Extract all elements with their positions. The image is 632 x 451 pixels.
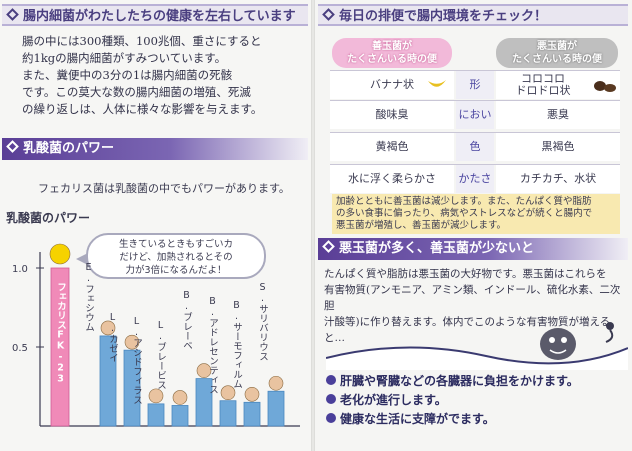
section-header-lactic: 乳酸菌のパワー: [2, 138, 308, 160]
bar-category-label: フェカリスFK-23: [55, 282, 66, 385]
lactic-intro: フェカリス菌は乳酸菌の中でもパワーがあります。: [38, 182, 290, 195]
chart-title: 乳酸菌のパワー: [6, 211, 91, 225]
bar: [219, 400, 237, 427]
speech-bubble: 生きているときもすごいカ だけど、加熱されるとその 力が3倍になるんだよ！: [76, 233, 266, 279]
good-bacteria-header: 善玉菌が たくさんいる時の便: [332, 38, 452, 68]
category-cell: かたさ: [456, 165, 494, 193]
bar-category-label: B.アドレセンティス: [207, 296, 218, 394]
bar-category-label: B.サーモフィルム: [231, 300, 242, 389]
bad-bacteria-header: 悪玉菌が たくさんいる時の便: [496, 38, 618, 68]
mascot-head: [148, 388, 164, 404]
body-line: 汁酸等)に作り替えます。体内でこのような有害物質が増えると…: [324, 316, 611, 344]
diamond-icon: [322, 8, 335, 21]
bullet-text: 健康な生活に支障がでます。: [340, 412, 495, 426]
body-line: また、糞便中の3分の1は腸内細菌の死骸: [22, 68, 233, 82]
bar: [50, 267, 70, 427]
note-line: 悪玉菌が増殖し、善玉菌が減少します。: [336, 220, 507, 231]
bar-category-label: L.アシドフィラス: [131, 316, 142, 405]
bullet-health: 健康な生活に支障がでます。: [326, 410, 495, 427]
bad-bacteria-body: たんぱく質や脂肪は悪玉菌の大好物です。悪玉菌はこれらを 有害物質(アンモニア、ア…: [324, 266, 630, 346]
body-line: 腸の中には300種類、100兆個、重さにすると: [22, 34, 262, 48]
body-line: です。この莫大な数の腸内細菌の増殖、死滅: [22, 85, 251, 99]
bar-category-label: E.フェシウム: [83, 262, 94, 332]
bar: [99, 335, 117, 427]
bubble-line: だけど、加熱されるとその: [119, 252, 233, 263]
mascot-head: [100, 320, 116, 336]
compare-row-shape: バナナ状 形 コロコロ ドロドロ状: [330, 70, 620, 99]
good-cell: 黄褐色: [330, 133, 454, 161]
bullet-organ-burden: 肝臓や腎臓などの各臓器に負担をかけます。: [326, 372, 579, 389]
bullet-text: 老化が進行します。: [340, 393, 447, 407]
bar-category-label: L.ブレービス: [155, 320, 166, 390]
body-line: 有害物質(アンモニア、アミン類、インドール、硫化水素、二次胆: [324, 284, 621, 312]
mascot-head: [268, 375, 284, 391]
bullet-dot-icon: [326, 413, 336, 423]
section-header-intestinal: 腸内細菌がわたしたちの健康を左右しています: [2, 4, 308, 26]
bar: [243, 401, 261, 427]
wave-illustration: [326, 322, 628, 370]
bullet-dot-icon: [326, 394, 336, 404]
mascot-head: [220, 385, 236, 401]
bullet-aging: 老化が進行します。: [326, 391, 447, 408]
category-cell: におい: [456, 101, 494, 129]
compare-row-hardness: 水に浮く柔らかさ かたさ カチカチ、水状: [330, 164, 620, 193]
header-text: 乳酸菌のパワー: [23, 141, 115, 156]
banana-icon: [428, 80, 446, 87]
header-text: 悪玉菌が多く、善玉菌が少ないと: [339, 241, 535, 256]
bar: [171, 405, 189, 427]
compare-row-smell: 酸味臭 におい 悪臭: [330, 100, 620, 129]
category-cell: 色: [456, 133, 494, 161]
category-cell: 形: [456, 71, 494, 99]
diamond-icon: [322, 240, 335, 253]
stool-icon: [594, 81, 616, 92]
good-cell: 水に浮く柔らかさ: [330, 165, 454, 193]
bad-cell: カチカチ、水状: [496, 165, 620, 193]
mascot-head: [196, 363, 212, 378]
mascot-head: [172, 390, 188, 405]
bar: [147, 403, 165, 427]
compare-row-color: 黄褐色 色 黒褐色: [330, 132, 620, 161]
body-line: の繰り返しは、人体に様々な影響を与えます。: [22, 102, 263, 116]
head-line: 善玉菌が: [372, 41, 412, 52]
good-cell: 酸味臭: [330, 101, 454, 129]
body-line: たんぱく質や脂肪は悪玉菌の大好物です。悪玉菌はこれらを: [324, 268, 607, 280]
mascot-head: [124, 334, 140, 350]
section-header-bad-bacteria: 悪玉菌が多く、善玉菌が少ないと: [318, 238, 628, 260]
bubble-line: 生きているときもすごいカ: [118, 239, 233, 250]
bad-cell: 悪臭: [496, 101, 620, 129]
header-text: 腸内細菌がわたしたちの健康を左右しています: [23, 9, 296, 24]
head-line: たくさんいる時の便: [512, 54, 602, 65]
page-fold: [311, 0, 315, 451]
bullet-text: 肝臓や腎臓などの各臓器に負担をかけます。: [340, 374, 579, 388]
bar-category-label: S.サリバリウス: [257, 282, 268, 361]
bar: [267, 390, 285, 427]
bad-cell: コロコロ ドロドロ状: [496, 71, 620, 99]
mascot-head: [244, 387, 260, 402]
y-tick-label: 0.5: [12, 343, 28, 354]
good-cell: バナナ状: [330, 71, 454, 99]
aging-note: 加齢とともに善玉菌は減少します。また、たんぱく質や脂肪 の多い食事に偏ったり、病…: [332, 194, 620, 234]
bubble-line: 力が3倍になるんだよ！: [125, 265, 227, 276]
section-header-check: 毎日の排便で腸内環境をチェック！: [318, 4, 628, 26]
bad-cell: 黒褐色: [496, 133, 620, 161]
head-line: たくさんいる時の便: [347, 54, 437, 65]
note-line: の多い食事に偏ったり、病気やストレスなどが続くと腸内で: [336, 208, 593, 219]
diamond-icon: [6, 140, 19, 153]
bullet-dot-icon: [326, 375, 336, 385]
bar-category-label: B.ブレーベ: [181, 290, 192, 350]
cell-text: コロコロ ドロドロ状: [515, 72, 571, 97]
header-text: 毎日の排便で腸内環境をチェック！: [339, 9, 548, 24]
head-line: 悪玉菌が: [537, 41, 577, 52]
bar-category-label: L.カゼイ: [107, 312, 118, 363]
note-line: 加齢とともに善玉菌は減少します。また、たんぱく質や脂肪: [336, 196, 592, 207]
lactic-power-chart: 1.0 0.5: [12, 243, 300, 427]
intestinal-body: 腸の中には300種類、100兆個、重さにすると 約1kgの腸内細菌がすみついてい…: [22, 33, 312, 118]
bar: [195, 378, 213, 427]
cell-text: バナナ状: [370, 78, 414, 91]
mascot-head: [49, 243, 71, 265]
y-tick-label: 1.0: [12, 264, 28, 275]
bar: [123, 349, 141, 427]
diamond-icon: [6, 8, 19, 21]
body-line: 約1kgの腸内細菌がすみついています。: [22, 51, 227, 65]
